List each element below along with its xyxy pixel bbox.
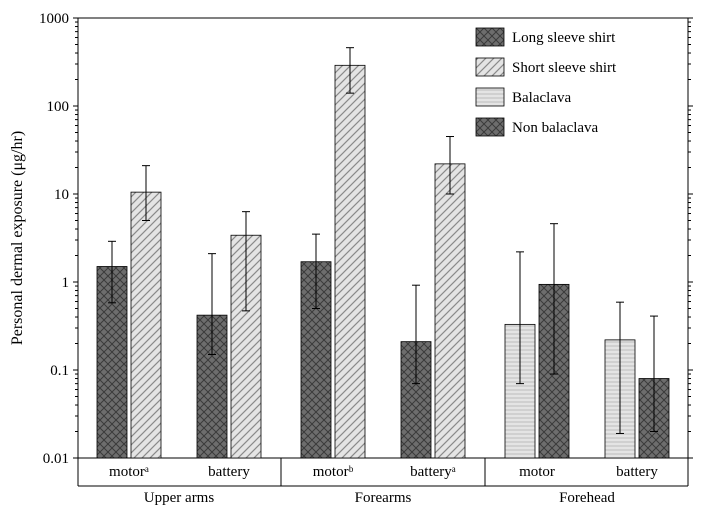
x-subgroup-label: batteryᵃ (410, 464, 456, 480)
legend-label: Balaclava (512, 90, 571, 106)
legend-swatch (476, 28, 504, 46)
y-tick-label: 0.1 (50, 363, 69, 379)
legend-swatch (476, 118, 504, 136)
legend-label: Long sleeve shirt (512, 30, 616, 46)
x-group-label: Forehead (559, 490, 615, 506)
y-tick-label: 100 (47, 99, 70, 115)
dermal-exposure-chart: 0.01 0.1 1 10 100 1000 Personal dermal exposur… (0, 0, 714, 516)
y-tick-label: 10 (54, 187, 69, 203)
x-group-label: Forearms (355, 490, 412, 506)
legend-label: Short sleeve shirt (512, 60, 617, 76)
legend-swatch (476, 58, 504, 76)
x-subgroup-label: motorᵃ (109, 464, 149, 480)
bar (131, 192, 161, 458)
y-tick-label: 0.01 (43, 451, 69, 467)
bar (435, 164, 465, 458)
x-subgroup-label: battery (208, 464, 250, 480)
x-subgroup-label: battery (616, 464, 658, 480)
x-group-label: Upper arms (144, 490, 215, 506)
y-tick-label: 1000 (39, 11, 69, 27)
bar (335, 65, 365, 458)
plot-frame (78, 18, 688, 458)
legend-swatch (476, 88, 504, 106)
x-subgroup-label: motor (519, 464, 555, 480)
y-axis-label: Personal dermal exposure (μg/hr) (9, 131, 26, 345)
legend-label: Non balaclava (512, 120, 599, 136)
x-subgroup-label: motorᵇ (313, 464, 354, 480)
y-tick-label: 1 (62, 275, 70, 291)
